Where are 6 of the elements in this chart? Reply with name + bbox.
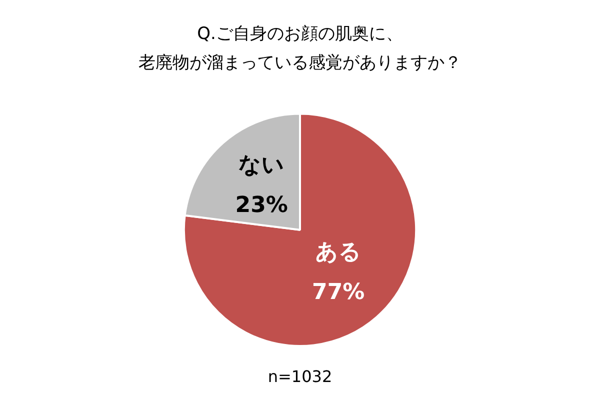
- slice-label: ない: [238, 153, 285, 178]
- data-label: 77%: [312, 280, 365, 306]
- text: n=1032: [268, 367, 332, 386]
- slice-label: ある: [315, 240, 362, 266]
- chart-title: Q.ご自身のお顔の肌奥に、老廃物が溜まっている感覚がありますか？: [138, 24, 462, 73]
- data-label: 23%: [235, 193, 288, 218]
